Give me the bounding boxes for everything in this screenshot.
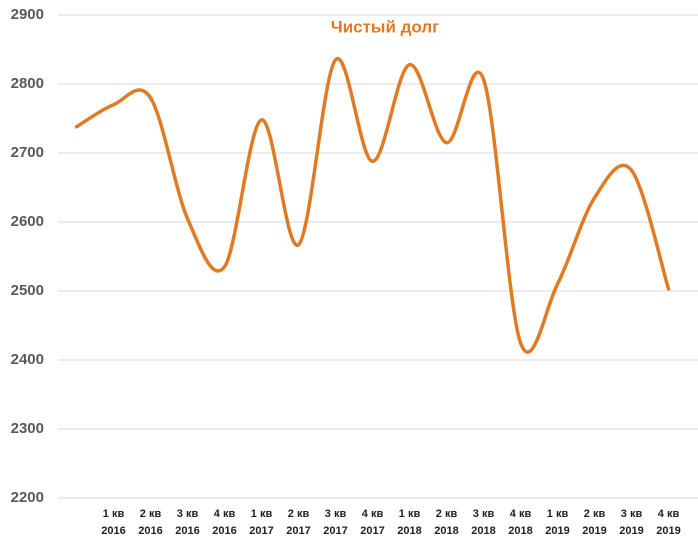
y-tick-label: 2400 [11,351,44,368]
chart-title: Чистый долг [331,17,440,36]
x-tick-label: 1 кв 2019 [545,508,570,537]
x-tick-label: 2 кв 2018 [434,508,459,537]
x-tick-label: 4 кв 2017 [360,508,385,537]
x-tick-label: 1 кв 2018 [397,508,422,537]
x-tick-label: 4 кв 2016 [212,508,237,537]
x-tick-label: 3 кв 2017 [323,508,348,537]
x-tick-label: 1 кв 2017 [249,508,274,537]
x-tick-label: 3 кв 2018 [471,508,496,537]
x-tick-label: 2 кв 2016 [138,508,163,537]
y-tick-label: 2500 [11,282,44,299]
y-tick-label: 2700 [11,144,44,161]
line [74,57,671,354]
y-tick-label: 2800 [11,75,44,92]
x-tick-label: 3 кв 2016 [175,508,200,537]
x-tick-label: 2 кв 2019 [582,508,607,537]
y-tick-label: 2200 [11,489,44,506]
x-tick-label: 1 кв 2016 [101,508,126,537]
y-tick-label: 2900 [11,6,44,23]
x-tick-label: 3 кв 2019 [619,508,644,537]
x-tick-label: 4 кв 2018 [508,508,533,537]
x-tick-label: 2 кв 2017 [286,508,311,537]
y-tick-label: 2600 [11,213,44,230]
y-tick-label: 2300 [11,420,44,437]
x-tick-label: 4 кв 2019 [656,508,681,537]
